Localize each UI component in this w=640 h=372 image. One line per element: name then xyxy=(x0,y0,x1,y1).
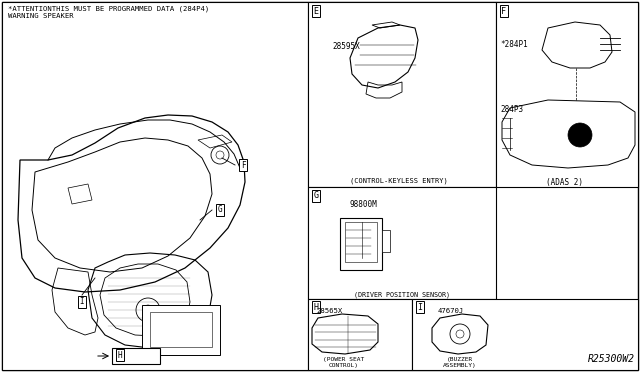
Bar xyxy=(112,348,160,364)
Bar xyxy=(142,305,220,355)
Text: G: G xyxy=(218,205,222,215)
Text: (DRIVER POSITION SENSOR): (DRIVER POSITION SENSOR) xyxy=(354,292,450,298)
Bar xyxy=(340,218,382,270)
Text: 284P3: 284P3 xyxy=(500,105,523,114)
Text: 28595X: 28595X xyxy=(332,42,360,51)
Text: 47670J: 47670J xyxy=(438,308,464,314)
Bar xyxy=(308,2,496,187)
Text: H: H xyxy=(118,350,122,359)
Text: F: F xyxy=(502,6,506,16)
Bar xyxy=(2,2,308,370)
Text: H: H xyxy=(314,302,319,311)
Text: (POWER SEAT
CONTROL): (POWER SEAT CONTROL) xyxy=(323,357,365,368)
Circle shape xyxy=(568,123,592,147)
Text: R25300W2: R25300W2 xyxy=(588,354,635,364)
Text: (ADAS 2): (ADAS 2) xyxy=(547,178,584,187)
Bar xyxy=(150,312,212,347)
Bar xyxy=(308,187,496,299)
Bar xyxy=(308,299,412,370)
Text: *284P1: *284P1 xyxy=(500,40,528,49)
Text: I: I xyxy=(80,298,84,307)
Bar xyxy=(496,2,638,187)
Text: 98800M: 98800M xyxy=(350,200,378,209)
Text: (CONTROL-KEYLESS ENTRY): (CONTROL-KEYLESS ENTRY) xyxy=(350,178,448,185)
Text: G: G xyxy=(314,192,319,201)
Text: *ATTENTIONTHIS MUST BE PROGRAMMED DATA (284P4)
WARNING SPEAKER: *ATTENTIONTHIS MUST BE PROGRAMMED DATA (… xyxy=(8,5,209,19)
Text: I: I xyxy=(417,302,422,311)
Text: E: E xyxy=(314,6,319,16)
Bar xyxy=(382,230,390,252)
Text: (BUZZER
ASSEMBLY): (BUZZER ASSEMBLY) xyxy=(443,357,477,368)
Text: F: F xyxy=(241,160,245,170)
Bar xyxy=(412,299,638,370)
Text: 28565X: 28565X xyxy=(316,308,342,314)
Bar xyxy=(345,222,377,262)
